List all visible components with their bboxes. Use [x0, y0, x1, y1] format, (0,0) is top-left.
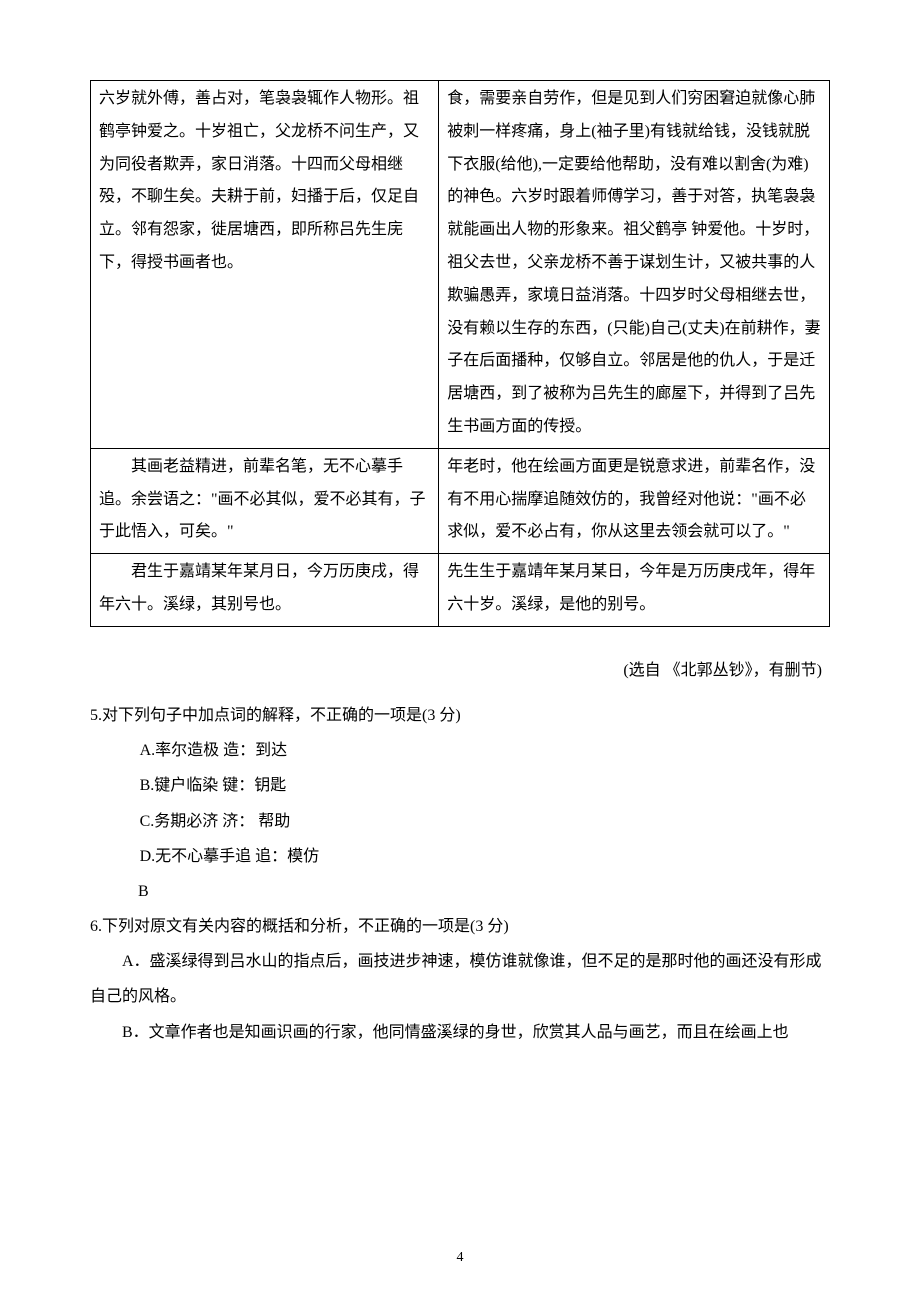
source-attribution: (选自 《北郭丛钞》，有删节) [90, 653, 830, 688]
original-text-1: 六岁就外傅，善占对，笔袅袅辄作人物形。祖鹤亭钟爱之。十岁祖亡，父龙桥不问生产，又… [99, 83, 430, 280]
table-row: 其画老益精进，前辈名笔，无不心摹手追。余尝语之："画不必其似，爱不必其有，子于此… [91, 448, 830, 553]
q5-option-b: B.键户临染 键：钥匙 [90, 768, 830, 803]
translation-table: 六岁就外傅，善占对，笔袅袅辄作人物形。祖鹤亭钟爱之。十岁祖亡，父龙桥不问生产，又… [90, 80, 830, 627]
q5-title: 5.对下列句子中加点词的解释，不正确的一项是(3 分) [90, 698, 830, 733]
cell-original-1: 六岁就外傅，善占对，笔袅袅辄作人物形。祖鹤亭钟爱之。十岁祖亡，父龙桥不问生产，又… [91, 81, 439, 449]
original-text-2: 其画老益精进，前辈名笔，无不心摹手追。余尝语之："画不必其似，爱不必其有，子于此… [99, 451, 430, 549]
q6-option-b-partial: B．文章作者也是知画识画的行家，他同情盛溪绿的身世，欣赏其人品与画艺，而且在绘画… [90, 1015, 830, 1050]
cell-translation-3: 先生生于嘉靖年某月某日，今年是万历庚戌年，得年六十岁。溪绿，是他的别号。 [439, 554, 830, 627]
q5-answer: B [90, 874, 830, 909]
question-5: 5.对下列句子中加点词的解释，不正确的一项是(3 分) A.率尔造极 造：到达 … [90, 698, 830, 909]
cell-translation-2: 年老时，他在绘画方面更是锐意求进，前辈名作，没有不用心揣摩追随效仿的，我曾经对他… [439, 448, 830, 553]
translation-text-1: 食，需要亲自劳作，但是见到人们穷困窘迫就像心肺被刺一样疼痛，身上(袖子里)有钱就… [447, 83, 821, 444]
q5-option-d: D.无不心摹手追 追：模仿 [90, 839, 830, 874]
q5-option-a: A.率尔造极 造：到达 [90, 733, 830, 768]
translation-text-3: 先生生于嘉靖年某月某日，今年是万历庚戌年，得年六十岁。溪绿，是他的别号。 [447, 556, 821, 622]
page-number: 4 [0, 1243, 920, 1274]
question-6: 6.下列对原文有关内容的概括和分析，不正确的一项是(3 分) A．盛溪绿得到吕水… [90, 909, 830, 1050]
cell-translation-1: 食，需要亲自劳作，但是见到人们穷困窘迫就像心肺被刺一样疼痛，身上(袖子里)有钱就… [439, 81, 830, 449]
table-row: 六岁就外傅，善占对，笔袅袅辄作人物形。祖鹤亭钟爱之。十岁祖亡，父龙桥不问生产，又… [91, 81, 830, 449]
q6-title: 6.下列对原文有关内容的概括和分析，不正确的一项是(3 分) [90, 909, 830, 944]
table-row: 君生于嘉靖某年某月日，今万历庚戌，得年六十。溪绿，其别号也。 先生生于嘉靖年某月… [91, 554, 830, 627]
q6-option-a: A．盛溪绿得到吕水山的指点后，画技进步神速，模仿谁就像谁，但不足的是那时他的画还… [90, 944, 830, 1014]
original-text-3: 君生于嘉靖某年某月日，今万历庚戌，得年六十。溪绿，其别号也。 [99, 556, 430, 622]
translation-text-2: 年老时，他在绘画方面更是锐意求进，前辈名作，没有不用心揣摩追随效仿的，我曾经对他… [447, 451, 821, 549]
cell-original-2: 其画老益精进，前辈名笔，无不心摹手追。余尝语之："画不必其似，爱不必其有，子于此… [91, 448, 439, 553]
q5-option-c: C.务期必济 济： 帮助 [90, 804, 830, 839]
cell-original-3: 君生于嘉靖某年某月日，今万历庚戌，得年六十。溪绿，其别号也。 [91, 554, 439, 627]
